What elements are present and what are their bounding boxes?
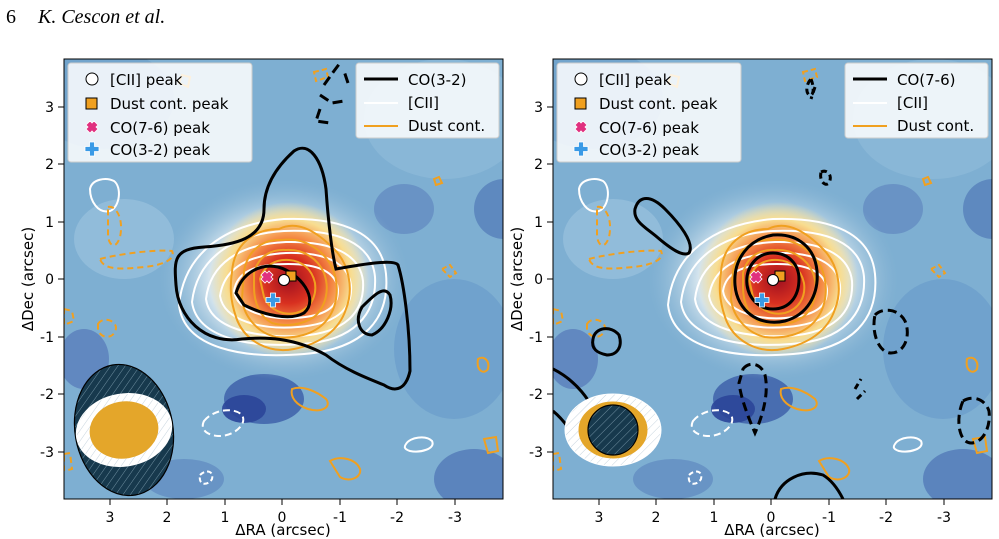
xtick: -1: [822, 510, 836, 526]
page-header: 6 K. Cescon et al.: [6, 6, 165, 29]
x-axis-label: ΔRA (arcsec): [724, 521, 819, 539]
ytick: 0: [45, 272, 54, 288]
panel-left: [CII] peak Dust cont. peak CO(7-6) peak …: [19, 58, 504, 539]
ytick: 2: [45, 157, 54, 173]
ytick: -2: [529, 387, 543, 403]
xtick: -3: [937, 510, 951, 526]
legend-dust-line: Dust cont.: [897, 117, 974, 135]
xtick: 3: [595, 510, 604, 526]
legend-dust-peak: Dust cont. peak: [110, 95, 229, 113]
xtick: 2: [163, 510, 172, 526]
ytick: -3: [529, 445, 543, 461]
xtick: -1: [333, 510, 347, 526]
legend-cii-peak: [CII] peak: [110, 71, 183, 89]
running-authors: K. Cescon et al.: [38, 6, 166, 28]
xtick: 0: [767, 510, 776, 526]
ytick: 2: [534, 157, 543, 173]
legend-dust-peak: Dust cont. peak: [599, 95, 718, 113]
axes-left: 3 2 1 0 -1 -2 -3 3 2 1 0 -1 -2 -3 ΔRA (a…: [19, 100, 462, 539]
legend-cii-peak: [CII] peak: [599, 71, 672, 89]
xtick: -2: [879, 510, 893, 526]
ytick: 3: [45, 100, 54, 116]
y-axis-label: ΔDec (arcsec): [19, 227, 37, 331]
legend-co32-peak: CO(3-2) peak: [599, 141, 699, 159]
legend-dust-line: Dust cont.: [408, 117, 485, 135]
xtick: 0: [278, 510, 287, 526]
ytick: -1: [40, 330, 54, 346]
xtick: -3: [448, 510, 462, 526]
legend-cii-line: [CII]: [897, 94, 928, 112]
line-legend-right: CO(7-6) [CII] Dust cont.: [844, 62, 989, 139]
panel-right: [CII] peak Dust cont. peak CO(7-6) peak …: [508, 58, 993, 539]
y-axis-label: ΔDec (arcsec): [508, 227, 526, 331]
co76-contours: [553, 76, 991, 499]
ytick: -1: [529, 330, 543, 346]
legend-co32-peak: CO(3-2) peak: [110, 141, 210, 159]
xtick: 3: [106, 510, 115, 526]
xtick: -2: [390, 510, 404, 526]
ytick: -2: [40, 387, 54, 403]
legend-co76-peak: CO(7-6) peak: [110, 119, 210, 137]
ytick: 1: [534, 215, 543, 231]
xtick: 2: [652, 510, 661, 526]
ytick: 3: [534, 100, 543, 116]
line-legend-left: CO(3-2) [CII] Dust cont.: [355, 62, 500, 139]
axes-right: 3 2 1 0 -1 -2 -3 3 2 1 0 -1 -2 -3 ΔRA (a…: [508, 100, 951, 539]
legend-cii-line: [CII]: [408, 94, 439, 112]
co32-contours: [173, 62, 412, 391]
ytick: -3: [40, 445, 54, 461]
ytick: 0: [534, 272, 543, 288]
ytick: 1: [45, 215, 54, 231]
legend-co-line: CO(3-2): [408, 71, 466, 89]
marker-legend-right: [CII] peak Dust cont. peak CO(7-6) peak …: [556, 62, 742, 163]
x-axis-label: ΔRA (arcsec): [235, 521, 330, 539]
legend-co-line: CO(7-6): [897, 71, 955, 89]
xtick: 1: [221, 510, 230, 526]
legend-co76-peak: CO(7-6) peak: [599, 119, 699, 137]
xtick: 1: [710, 510, 719, 526]
page-number: 6: [6, 6, 16, 28]
marker-legend-left: [CII] peak Dust cont. peak CO(7-6) peak …: [67, 62, 253, 163]
